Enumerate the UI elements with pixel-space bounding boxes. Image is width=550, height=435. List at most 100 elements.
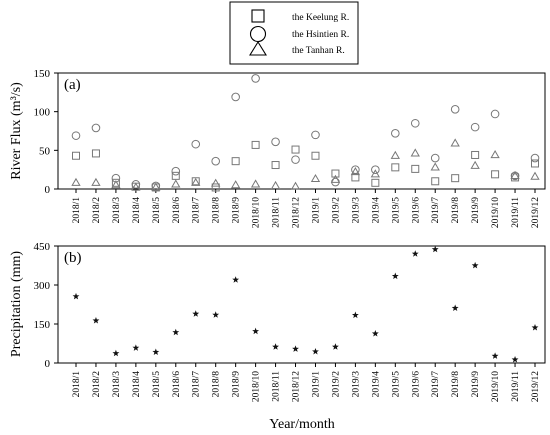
legend: the Keelung R. the Hsintien R. the Tanha… <box>229 1 359 65</box>
hsintien-point <box>470 122 480 132</box>
keelung-point <box>411 164 420 173</box>
precipitation-point <box>112 349 120 357</box>
keelung-point <box>271 161 280 170</box>
precipitation-point <box>491 352 499 359</box>
b-x-tick-label: 2019/11 <box>511 371 521 402</box>
a-x-tick-label: 2018/3 <box>112 197 122 224</box>
a-x-tick-label: 2018/9 <box>232 197 242 224</box>
b-x-tick-label: 2019/4 <box>371 371 381 398</box>
hsintien-point <box>371 165 380 174</box>
a-x-tick-label: 2018/10 <box>252 197 262 228</box>
b-x-tick-label: 2018/7 <box>192 371 202 398</box>
b-x-tick-label: 2018/1 <box>72 371 82 398</box>
precipitation-point <box>252 327 260 335</box>
precipitation-point <box>172 328 180 336</box>
a-x-tick-label: 2019/1 <box>311 197 321 224</box>
hsintien-point <box>410 118 420 128</box>
hsintien-point <box>271 137 280 147</box>
tanhan-point <box>171 179 181 188</box>
hsintien-point <box>430 153 440 163</box>
panel-a-frame <box>57 72 546 190</box>
a-y-tick-label: 50 <box>39 145 51 157</box>
b-x-tick-label: 2019/2 <box>331 371 341 398</box>
keelung-point <box>111 178 120 187</box>
b-x-tick-label: 2019/5 <box>391 371 401 398</box>
b-y-tick-label: 150 <box>34 319 51 331</box>
precipitation-point <box>391 272 399 280</box>
legend-label-keelung: the Keelung R. <box>292 13 349 23</box>
b-x-tick-label: 2018/10 <box>252 371 262 402</box>
b-x-tick-label: 2018/12 <box>292 371 302 402</box>
a-x-tick-label: 2019/9 <box>471 197 481 224</box>
tanhan-point <box>370 169 381 178</box>
precipitation-point <box>371 330 379 337</box>
hsintien-point <box>351 165 360 174</box>
tanhan-point <box>250 179 261 188</box>
hsintien-point <box>391 129 400 138</box>
hsintien-point <box>490 109 500 119</box>
a-x-tick-label: 2019/6 <box>411 197 421 224</box>
a-y-tick-label: 100 <box>34 107 51 119</box>
a-x-tick-label: 2019/3 <box>351 197 361 224</box>
keelung-point <box>391 163 400 172</box>
precipitation-point <box>431 245 439 253</box>
panel-a-label: (a) <box>64 77 81 93</box>
keelung-point <box>72 151 80 160</box>
tanhan-point <box>510 170 520 179</box>
precipitation-point <box>451 304 459 312</box>
a-x-tick-label: 2018/4 <box>132 197 142 224</box>
b-x-tick-label: 2018/3 <box>112 371 122 398</box>
tanhan-point <box>270 180 281 190</box>
a-x-tick-label: 2019/2 <box>331 197 341 224</box>
b-x-tick-label: 2018/6 <box>172 371 182 398</box>
legend-marker-keelung <box>251 9 265 23</box>
tanhan-point <box>470 160 480 169</box>
precipitation-point <box>471 261 479 269</box>
a-y-tick-label: 0 <box>45 184 51 196</box>
hsintien-point <box>91 123 101 133</box>
tanhan-point <box>490 149 500 159</box>
panel-b-y-axis-title: Precipitation (mm) <box>9 251 24 357</box>
a-y-tick-label: 150 <box>34 68 51 80</box>
tanhan-point <box>450 138 460 147</box>
b-x-tick-label: 2019/12 <box>531 371 541 402</box>
keelung-point <box>291 145 300 154</box>
b-x-tick-label: 2019/10 <box>491 371 501 402</box>
precipitation-point <box>72 292 80 300</box>
precipitation-point <box>192 310 200 317</box>
precipitation-point <box>351 311 359 319</box>
b-x-tick-label: 2018/4 <box>132 371 142 398</box>
tanhan-point <box>71 177 81 186</box>
tanhan-point <box>330 174 341 183</box>
precipitation-point <box>232 276 240 283</box>
a-x-tick-label: 2019/12 <box>531 197 541 228</box>
tanhan-point <box>131 182 141 191</box>
panel-b-y-ticks: 0 150 300 450 <box>34 241 58 370</box>
hsintien-point <box>131 180 141 189</box>
precipitation-point <box>411 250 419 257</box>
panel-a-x-ticks: 2018/1 2018/2 2018/3 2018/4 2018/5 2018/6 2018… <box>72 189 541 228</box>
tanhan-point <box>151 182 161 191</box>
b-x-tick-label: 2019/9 <box>471 371 481 398</box>
tanhan-point <box>390 150 400 159</box>
a-x-tick-label: 2019/11 <box>511 197 521 228</box>
hsintien-point <box>530 153 540 163</box>
b-x-tick-label: 2018/5 <box>152 371 162 398</box>
b-x-tick-label: 2019/6 <box>411 371 421 398</box>
legend-label-tanhan: the Tanhan R. <box>292 46 345 56</box>
b-x-tick-label: 2018/2 <box>92 371 102 398</box>
keelung-point <box>431 177 440 186</box>
b-y-tick-label: 450 <box>34 241 51 253</box>
a-x-tick-label: 2018/1 <box>72 197 82 224</box>
precipitation-point <box>272 343 279 350</box>
tanhan-point <box>290 181 301 190</box>
panel-b-frame <box>57 245 546 364</box>
b-y-tick-label: 300 <box>34 280 51 292</box>
keelung-point <box>311 151 320 160</box>
precipitation-point <box>312 347 319 355</box>
a-x-tick-label: 2018/11 <box>272 197 282 228</box>
keelung-point <box>471 150 480 159</box>
hsintien-point <box>291 155 300 164</box>
keelung-point <box>231 157 240 166</box>
